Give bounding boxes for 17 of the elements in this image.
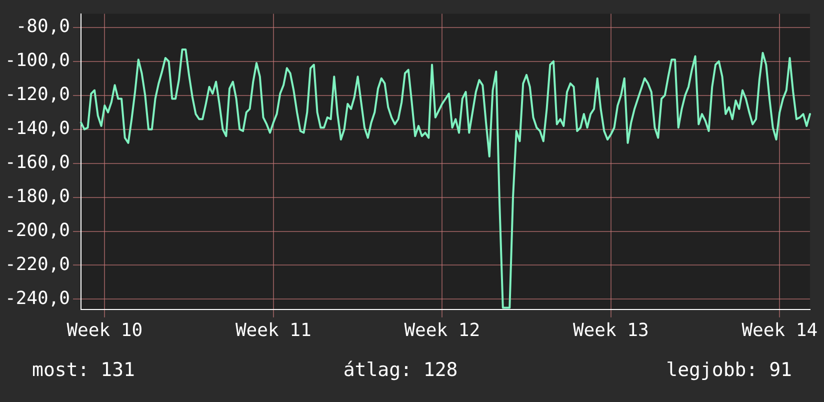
text: legjobb: 91 [666,359,792,381]
text: most: 131 [32,359,135,381]
y-tick-label: -240,0 [4,288,70,309]
y-tick-label: -160,0 [4,152,70,173]
y-tick-label: -100,0 [4,50,70,72]
y-tick-label: -200,0 [4,220,70,241]
y-tick-label: -180,0 [4,186,70,207]
y-tick-label: -140,0 [4,118,70,139]
x-tick-label: Week 12 [404,320,480,341]
y-tick-label: -220,0 [4,254,70,275]
x-tick-label: Week 11 [235,320,312,341]
x-tick-label: Week 13 [572,320,649,341]
x-tick-label: Week 14 [742,320,818,341]
y-tick-label: -80,0 [16,16,70,38]
text: átlag: 128 [343,359,458,381]
y-tick-label: -120,0 [4,84,70,106]
x-tick-label: Week 10 [66,320,143,341]
